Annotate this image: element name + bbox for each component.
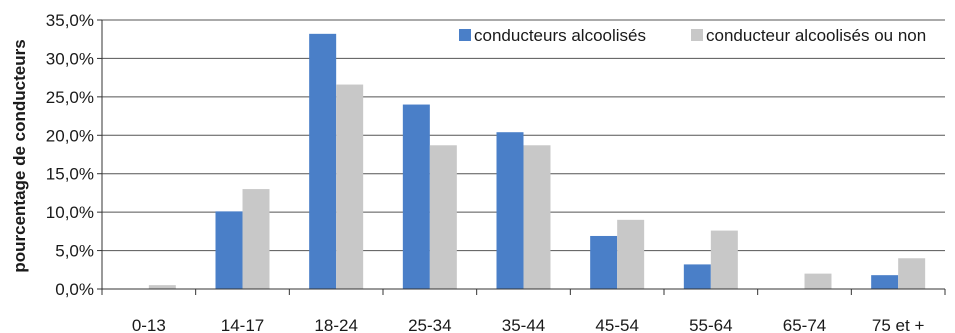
x-category-label: 0-13	[132, 316, 166, 333]
bar-conducteur-alcoolises-ou-non	[523, 145, 551, 289]
x-category-label: 35-44	[502, 316, 545, 333]
bar-conducteur-alcoolises-ou-non	[242, 189, 270, 289]
y-tick-label: 30,0%	[46, 49, 94, 68]
bar-conducteur-alcoolises-ou-non	[898, 258, 926, 289]
legend-swatch-conducteur-alcoolises-ou-non	[691, 29, 703, 41]
y-tick-label: 5,0%	[55, 242, 94, 261]
y-tick-labels: 0,0% 5,0% 10,0% 15,0% 20,0% 25,0% 30,0% 35,0%	[46, 11, 94, 299]
y-axis-label: pourcentage de conducteurs	[10, 39, 29, 272]
bar-conducteurs-alcoolises	[590, 235, 618, 289]
y-tick-label: 35,0%	[46, 11, 94, 30]
bar-conducteurs-alcoolises	[309, 33, 337, 289]
bar-conducteurs-alcoolises	[402, 104, 430, 290]
bar-conducteurs-alcoolises	[215, 211, 243, 289]
bar-conducteurs-alcoolises	[496, 132, 524, 289]
x-tick-marks	[101, 289, 946, 295]
bar-conducteur-alcoolises-ou-non	[804, 273, 832, 289]
bar-conducteur-alcoolises-ou-non	[617, 219, 645, 289]
legend-label-conducteur-alcoolises-ou-non: conducteur alcoolisés ou non	[706, 26, 926, 45]
bar-conducteurs-alcoolises	[871, 275, 899, 289]
y-tick-label: 25,0%	[46, 88, 94, 107]
x-category-labels: 0-13 14-17 18-24 25-34 35-44 45-54 55-64 65-74 7…	[132, 316, 925, 333]
y-tick-label: 0,0%	[55, 280, 94, 299]
x-category-label: 55-64	[689, 316, 732, 333]
x-category-label: 75 et +	[872, 316, 925, 333]
x-category-label: 18-24	[314, 316, 357, 333]
x-category-label: 25-34	[408, 316, 451, 333]
bar-conducteur-alcoolises-ou-non	[429, 145, 457, 289]
bar-conducteur-alcoolises-ou-non	[148, 285, 176, 289]
bar-conducteurs-alcoolises	[683, 264, 711, 289]
x-category-label: 65-74	[783, 316, 826, 333]
x-category-label: 14-17	[221, 316, 264, 333]
legend-swatch-conducteurs-alcoolises	[459, 29, 471, 41]
y-tick-label: 20,0%	[46, 126, 94, 145]
legend-label-conducteurs-alcoolises: conducteurs alcoolisés	[474, 26, 646, 45]
y-tick-label: 10,0%	[46, 203, 94, 222]
y-tick-label: 15,0%	[46, 165, 94, 184]
bars	[148, 33, 926, 290]
x-category-label: 45-54	[595, 316, 638, 333]
bar-conducteur-alcoolises-ou-non	[710, 230, 738, 289]
legend: conducteurs alcoolisés conducteur alcool…	[459, 26, 926, 45]
bar-conducteur-alcoolises-ou-non	[336, 84, 364, 289]
